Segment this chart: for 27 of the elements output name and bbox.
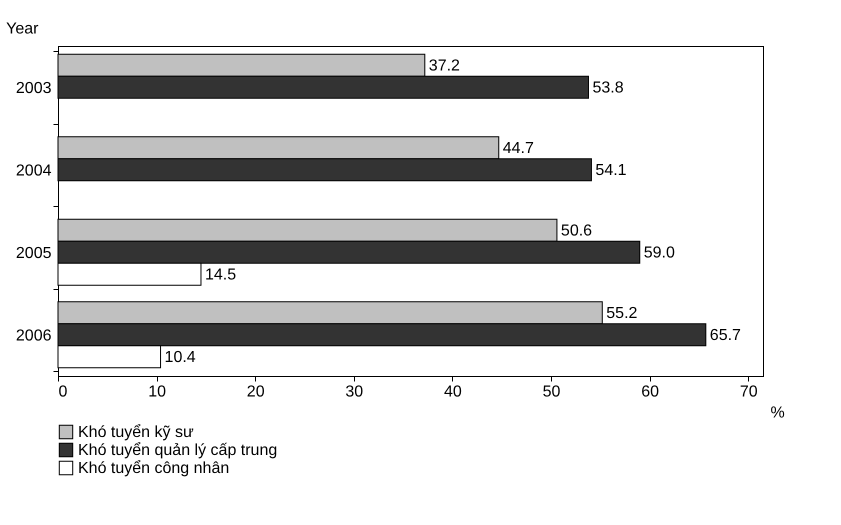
x-tick-label: 30 [345,384,364,400]
x-tick-label: 10 [148,384,166,400]
x-tick-label: 20 [246,384,265,400]
y-tick-label: 2005 [16,244,52,262]
data-label: 55.2 [606,304,638,322]
legend-label: Khó tuyển kỹ sư [78,424,194,441]
x-axis-title: % [770,404,785,422]
y-axis-title: Year [6,20,40,38]
data-label: 50.6 [560,222,592,240]
x-tick-label: 60 [641,384,660,400]
data-label: 65.7 [710,326,742,344]
data-label: 10.4 [164,348,196,366]
legend-label: Khó tuyển quản lý cấp trung [78,442,278,459]
y-tick-label: 2004 [16,162,52,180]
data-label: 37.2 [428,57,460,74]
data-label: 54.1 [595,162,627,179]
x-tick-label: 50 [542,384,561,400]
y-tick-label: 2006 [16,327,52,344]
x-tick-label: 70 [740,384,758,400]
data-label: 53.8 [592,79,624,96]
x-tick-label: 0 [58,384,68,400]
data-label: 14.5 [204,266,236,284]
data-label: 44.7 [502,140,534,157]
y-tick-label: 2003 [16,80,52,97]
legend-label: Khó tuyển công nhân [78,460,230,477]
x-tick-label: 40 [444,384,462,400]
data-label: 59.0 [644,244,675,262]
